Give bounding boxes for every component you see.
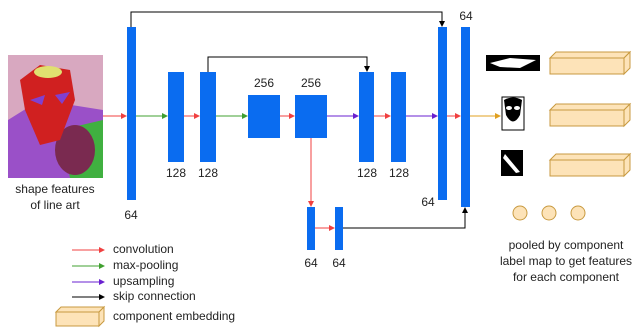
dot bbox=[571, 206, 585, 220]
feature-bar bbox=[127, 27, 136, 200]
input-image bbox=[8, 55, 103, 178]
input-caption: shape features bbox=[15, 182, 94, 196]
pooling-caption: for each component bbox=[513, 270, 620, 284]
dot bbox=[542, 206, 556, 220]
channel-label: 256 bbox=[254, 76, 274, 90]
embeddings bbox=[513, 52, 630, 220]
channel-label: 128 bbox=[357, 166, 377, 180]
channel-label: 64 bbox=[304, 256, 318, 270]
legend-label: skip connection bbox=[113, 289, 196, 303]
channel-label: 128 bbox=[389, 166, 409, 180]
feature-bar bbox=[335, 207, 343, 250]
feature-maps bbox=[127, 27, 470, 250]
feature-block bbox=[295, 95, 327, 138]
legend-label: component embedding bbox=[113, 309, 235, 323]
embedding-box bbox=[550, 104, 630, 126]
channel-label: 64 bbox=[124, 208, 138, 222]
legend-label: convolution bbox=[113, 242, 174, 256]
feature-bar bbox=[200, 72, 216, 162]
channel-label: 128 bbox=[166, 166, 186, 180]
legend: convolution max-pooling upsampling skip … bbox=[56, 242, 235, 326]
legend-label: upsampling bbox=[113, 274, 174, 288]
diagram: shape features of line art 64 128 128 25… bbox=[0, 0, 644, 328]
feature-block bbox=[248, 95, 280, 138]
feature-bar bbox=[359, 72, 374, 162]
channel-label: 128 bbox=[198, 166, 218, 180]
feature-bar bbox=[307, 207, 315, 250]
input-caption: of line art bbox=[30, 198, 80, 212]
feature-bar bbox=[461, 27, 470, 207]
skip-arrow bbox=[343, 208, 465, 228]
pooling-caption: pooled by component bbox=[509, 238, 624, 252]
feature-bar bbox=[391, 72, 406, 162]
embedding-box bbox=[550, 52, 630, 74]
embedding-box bbox=[550, 154, 630, 176]
dot bbox=[513, 206, 527, 220]
pooling-caption: label map to get features bbox=[500, 254, 632, 268]
feature-bar bbox=[168, 72, 184, 162]
legend-label: max-pooling bbox=[113, 258, 178, 272]
channel-label: 64 bbox=[332, 256, 346, 270]
legend-box bbox=[56, 307, 104, 326]
feature-bar bbox=[438, 27, 447, 200]
skip-arrow bbox=[208, 57, 367, 72]
skip-arrow bbox=[131, 12, 442, 27]
channel-label: 64 bbox=[459, 9, 473, 23]
channel-label: 256 bbox=[301, 76, 321, 90]
channel-label: 64 bbox=[421, 195, 435, 209]
